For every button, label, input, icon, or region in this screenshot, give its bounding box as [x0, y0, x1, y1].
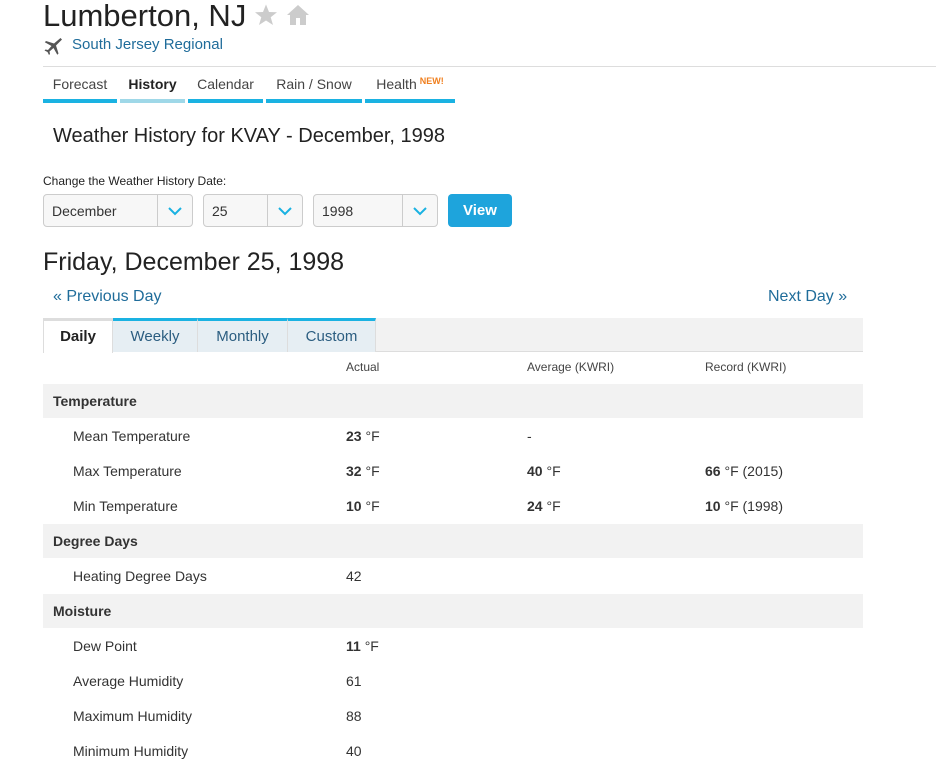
- row-label: Average Humidity: [73, 673, 184, 689]
- change-date-label: Change the Weather History Date:: [43, 174, 227, 188]
- chevron-down-icon: [267, 195, 302, 226]
- row-label: Heating Degree Days: [73, 568, 207, 584]
- actual-value: 61: [346, 673, 362, 689]
- row-label: Min Temperature: [73, 498, 178, 514]
- day-select[interactable]: 25: [203, 194, 303, 227]
- table-row: Maximum Humidity 88: [43, 699, 863, 734]
- view-button[interactable]: View: [448, 194, 512, 227]
- tab-label: Health: [376, 76, 417, 92]
- table-row: Max Temperature 32 °F 40 °F 66 °F (2015): [43, 454, 863, 489]
- plane-icon: [44, 38, 62, 55]
- actual-value: 11 °F: [346, 638, 379, 654]
- record-value: 66 °F (2015): [705, 463, 783, 479]
- tab-monthly[interactable]: Monthly: [198, 318, 288, 352]
- actual-value: 10 °F: [346, 498, 380, 514]
- next-day-link[interactable]: Next Day »: [768, 288, 848, 305]
- tab-health[interactable]: Health NEW!: [365, 75, 455, 103]
- section-title: Degree Days: [53, 533, 138, 549]
- table-row: Dew Point 11 °F: [43, 629, 863, 664]
- chevron-down-icon: [157, 195, 192, 226]
- table-row: Heating Degree Days 42: [43, 559, 863, 594]
- station-link[interactable]: South Jersey Regional: [72, 36, 223, 53]
- average-value: 24 °F: [527, 498, 561, 514]
- day-value: 25: [212, 203, 228, 219]
- table-row: Minimum Humidity 40: [43, 734, 863, 769]
- section-title: Temperature: [53, 393, 137, 409]
- actual-value: 40: [346, 743, 362, 759]
- table-row: Mean Temperature 23 °F -: [43, 419, 863, 454]
- section-degree-days: Degree Days: [43, 524, 863, 558]
- section-title: Moisture: [53, 603, 112, 619]
- actual-value: 88: [346, 708, 362, 724]
- star-icon[interactable]: [254, 3, 278, 27]
- tab-label: Monthly: [216, 328, 269, 345]
- year-select[interactable]: 1998: [313, 194, 438, 227]
- month-value: December: [52, 203, 117, 219]
- tab-label: Forecast: [52, 76, 108, 92]
- average-value: 40 °F: [527, 463, 561, 479]
- section-moisture: Moisture: [43, 594, 863, 628]
- tab-label: Daily: [60, 328, 96, 345]
- row-label: Dew Point: [73, 638, 137, 654]
- tab-label: Custom: [305, 328, 358, 345]
- row-label: Minimum Humidity: [73, 743, 189, 759]
- year-value: 1998: [322, 203, 354, 219]
- column-header-average: Average (KWRI): [527, 360, 615, 374]
- actual-value: 23 °F: [346, 428, 380, 444]
- page-title: Lumberton, NJ: [43, 0, 247, 33]
- tab-rain-snow[interactable]: Rain / Snow: [266, 75, 362, 103]
- tab-forecast[interactable]: Forecast: [43, 75, 117, 103]
- previous-day-link[interactable]: « Previous Day: [53, 288, 162, 305]
- day-heading: Friday, December 25, 1998: [43, 248, 345, 276]
- column-header-record: Record (KWRI): [705, 360, 787, 374]
- home-icon[interactable]: [286, 3, 310, 27]
- tab-label: Calendar: [197, 76, 254, 92]
- actual-value: 32 °F: [346, 463, 380, 479]
- new-badge: NEW!: [419, 76, 444, 86]
- tab-label: Weekly: [130, 328, 180, 345]
- row-label: Maximum Humidity: [73, 708, 193, 724]
- average-value: -: [527, 428, 532, 444]
- month-select[interactable]: December: [43, 194, 193, 227]
- range-tabs: Daily Weekly Monthly Custom: [43, 318, 863, 353]
- tab-custom[interactable]: Custom: [288, 318, 376, 352]
- tab-calendar[interactable]: Calendar: [188, 75, 263, 103]
- tab-label: History: [128, 76, 177, 92]
- row-label: Mean Temperature: [73, 428, 191, 444]
- section-temperature: Temperature: [43, 384, 863, 418]
- tab-history[interactable]: History: [120, 75, 185, 103]
- tab-label: Rain / Snow: [276, 76, 352, 92]
- tab-daily[interactable]: Daily: [43, 318, 113, 353]
- chevron-down-icon: [402, 195, 437, 226]
- record-value: 10 °F (1998): [705, 498, 783, 514]
- table-row: Average Humidity 61: [43, 664, 863, 699]
- history-heading: Weather History for KVAY - December, 199…: [53, 125, 446, 147]
- column-header-actual: Actual: [346, 360, 380, 374]
- table-row: Min Temperature 10 °F 24 °F 10 °F (1998): [43, 489, 863, 524]
- tab-weekly[interactable]: Weekly: [113, 318, 198, 352]
- row-label: Max Temperature: [73, 463, 182, 479]
- divider: [43, 66, 936, 67]
- actual-value: 42: [346, 568, 362, 584]
